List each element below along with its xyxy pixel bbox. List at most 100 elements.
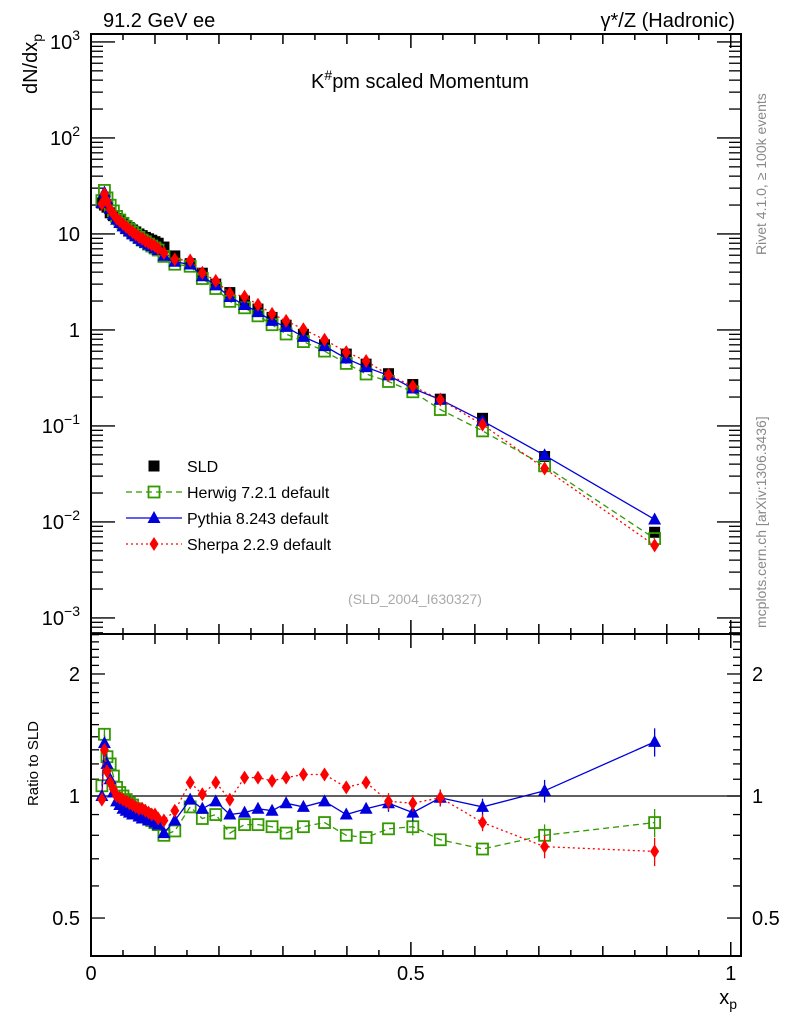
sherpa-data-point xyxy=(298,322,308,337)
legend-marker xyxy=(147,511,161,523)
legend-marker xyxy=(149,537,159,551)
sherpa-data-point xyxy=(650,538,660,553)
herwig-ratio-point xyxy=(382,822,395,836)
ratio-y-tick-label: 1 xyxy=(69,786,80,808)
pythia-ratio-point xyxy=(476,799,490,812)
ratio-y-tick-label: 2 xyxy=(69,664,80,686)
pythia-ratio-point xyxy=(265,803,279,816)
ratio-y-tick-label: 1 xyxy=(752,786,763,808)
pythia-ratio-point xyxy=(318,794,332,807)
legend-label: Herwig 7.2.1 default xyxy=(187,485,330,502)
sherpa-line xyxy=(101,191,656,546)
sherpa-data-point xyxy=(341,345,351,360)
herwig-ratio-point xyxy=(297,820,310,834)
sherpa-ratio-point xyxy=(650,844,660,859)
pythia-ratio-point xyxy=(359,801,373,814)
herwig-ratio-point xyxy=(318,816,331,829)
side-text-bottom: mcplots.cern.ch [arXiv:1306.3436] xyxy=(753,416,769,628)
pythia-data-point xyxy=(538,448,552,461)
sherpa-data-point xyxy=(170,252,180,267)
sherpa-ratio-point xyxy=(197,787,207,802)
y-tick-label: 103 xyxy=(50,27,80,54)
pythia-ratio-point xyxy=(279,796,293,809)
sherpa-data-point xyxy=(320,332,330,347)
sherpa-ratio-point xyxy=(408,796,418,811)
sherpa-data-point xyxy=(478,417,488,432)
ratio-y-tick-label: 0.5 xyxy=(52,908,80,930)
herwig-ratio-point xyxy=(476,842,489,856)
sherpa-data-point xyxy=(253,297,263,312)
y-tick-label: 10−3 xyxy=(42,603,80,630)
herwig-ratio-point xyxy=(648,816,662,829)
herwig-ratio-line xyxy=(101,734,655,850)
herwig-ratio-point xyxy=(339,828,353,842)
y-tick-label: 10−2 xyxy=(42,507,80,534)
sherpa-ratio-point xyxy=(435,790,445,805)
sherpa-ratio-point xyxy=(240,770,250,785)
sherpa-ratio-point xyxy=(185,775,195,790)
sherpa-data-point xyxy=(383,367,393,382)
herwig-ratio-point xyxy=(265,820,279,834)
sherpa-data-point xyxy=(408,379,418,394)
sherpa-ratio-point xyxy=(99,742,109,757)
pythia-ratio-point xyxy=(238,805,252,818)
herwig-line xyxy=(101,188,655,540)
y-tick-label: 10 xyxy=(58,224,80,246)
legend-label: Pythia 8.243 default xyxy=(187,511,329,528)
y-tick-label: 1 xyxy=(69,320,80,342)
sherpa-ratio-point xyxy=(159,813,169,828)
legend-marker xyxy=(147,485,161,499)
pythia-ratio-point xyxy=(296,799,310,812)
pythia-ratio-point xyxy=(183,792,197,805)
sherpa-ratio-point xyxy=(341,780,351,795)
sherpa-ratio-point xyxy=(361,775,371,790)
pythia-ratio-point xyxy=(339,807,353,820)
sherpa-data-point xyxy=(281,313,291,328)
ratio-ylabel: Ratio to SLD xyxy=(25,721,42,806)
x-axis-label: xp xyxy=(719,987,737,1012)
analysis-tag: (SLD_2004_I630327) xyxy=(348,591,482,607)
pythia-data-point xyxy=(238,297,252,310)
sherpa-ratio-point xyxy=(383,794,393,809)
pythia-ratio-point xyxy=(223,807,237,820)
sherpa-data-point xyxy=(361,353,371,368)
sherpa-data-point xyxy=(121,219,131,234)
sherpa-data-point xyxy=(185,253,195,268)
herwig-ratio-point xyxy=(168,824,182,838)
pythia-ratio-point xyxy=(97,736,111,749)
legend-marker xyxy=(148,460,160,472)
header-left: 91.2 GeV ee xyxy=(103,10,215,32)
sherpa-ratio-point xyxy=(102,764,112,779)
herwig-ratio-point xyxy=(251,818,265,832)
sherpa-ratio-point xyxy=(540,839,550,854)
sherpa-data-point xyxy=(197,265,207,280)
ratio-plot-frame xyxy=(90,633,742,957)
herwig-ratio-point xyxy=(223,826,237,840)
sherpa-ratio-point xyxy=(225,792,235,807)
sherpa-ratio-point xyxy=(97,792,107,807)
pythia-ratio-point xyxy=(209,794,223,807)
sherpa-ratio-point xyxy=(298,767,308,782)
pythia-ratio-point xyxy=(538,783,552,796)
sherpa-data-point xyxy=(267,306,277,321)
y-tick-label: 102 xyxy=(50,123,80,150)
pythia-ratio-point xyxy=(168,813,182,826)
ratio-y-tick-label: 0.5 xyxy=(752,908,780,930)
pythia-ratio-point xyxy=(195,801,209,814)
y-tick-label: 10−1 xyxy=(42,411,80,438)
x-tick-label: 0.5 xyxy=(397,963,425,985)
sherpa-data-point xyxy=(540,461,550,476)
sherpa-data-point xyxy=(435,392,445,407)
herwig-ratio-point xyxy=(433,833,447,847)
sherpa-ratio-point xyxy=(211,775,221,790)
herwig-ratio-point xyxy=(359,831,373,844)
sherpa-ratio-point xyxy=(281,770,291,785)
sherpa-ratio-point xyxy=(478,815,488,830)
sherpa-data-point xyxy=(211,273,221,288)
sherpa-ratio-point xyxy=(253,770,263,785)
pythia-ratio-point xyxy=(648,734,662,747)
ratio-y-tick-label: 2 xyxy=(752,664,763,686)
pythia-ratio-point xyxy=(251,801,265,814)
pythia-ratio-line xyxy=(101,741,655,835)
